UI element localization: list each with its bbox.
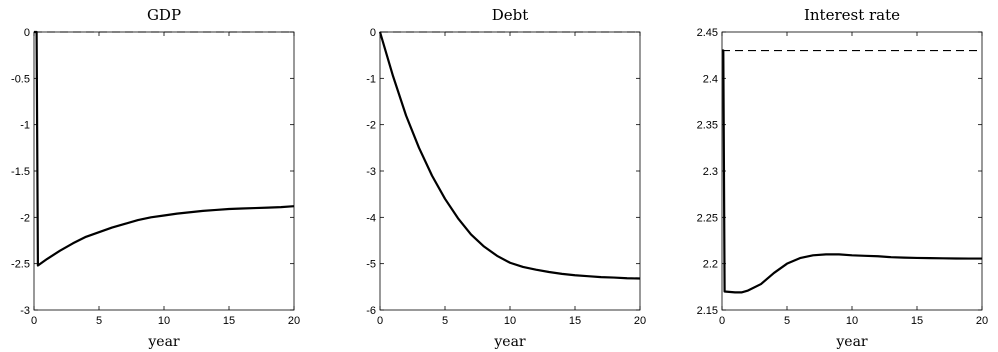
- debt-xtick-label: 15: [569, 315, 581, 327]
- interest-rate-ytick-label: 2.45: [697, 27, 718, 39]
- debt-xtick-label: 10: [504, 315, 516, 327]
- panel-debt: 0 5 10 15 20 -6 -5 -4 -3 -2 -1 0 Debt year: [366, 6, 646, 350]
- debt-ytick-label: -1: [366, 73, 376, 85]
- gdp-xtick-label: 5: [96, 315, 102, 327]
- gdp-ytick-label: -2: [20, 212, 30, 224]
- gdp-ytick-label: -0.5: [11, 73, 30, 85]
- debt-xtick-label: 0: [377, 315, 383, 327]
- gdp-xtick-label: 20: [288, 315, 300, 327]
- interest-rate-xtick-label: 10: [846, 315, 858, 327]
- interest-rate-series-line: [722, 49, 982, 294]
- debt-xtick-label: 5: [442, 315, 448, 327]
- debt-ytick-label: -2: [366, 120, 376, 132]
- interest-rate-ytick-label: 2.3: [703, 166, 718, 178]
- interest-rate-axes-box: [721, 31, 983, 311]
- panel-interest-rate: 0 5 10 15 20 2.15 2.2 2.25 2.3 2.35 2.4 2.45 Interes…: [697, 6, 989, 350]
- debt-xtick-label: 20: [634, 315, 646, 327]
- interest-rate-ytick-label: 2.15: [697, 305, 718, 317]
- interest-rate-xtick-label: 20: [976, 315, 988, 327]
- debt-series-line: [378, 31, 641, 280]
- gdp-chart-title: GDP: [147, 6, 181, 24]
- debt-ytick-label: -5: [366, 259, 376, 271]
- debt-x-axis-label: year: [493, 334, 526, 350]
- interest-rate-xtick-label: 5: [784, 315, 790, 327]
- debt-chart-title: Debt: [492, 6, 529, 24]
- interest-rate-ytick-label: 2.4: [703, 73, 718, 85]
- gdp-ytick-label: -1.5: [11, 166, 30, 178]
- interest-rate-x-axis-label: year: [835, 334, 868, 350]
- interest-rate-ytick-label: 2.25: [697, 212, 718, 224]
- interest-rate-chart-title: Interest rate: [804, 6, 900, 24]
- gdp-ytick-label: 0: [24, 27, 30, 39]
- interest-rate-xtick-label: 0: [719, 315, 725, 327]
- gdp-ytick-label: -2.5: [11, 259, 30, 271]
- debt-ytick-label: -3: [366, 166, 376, 178]
- gdp-xtick-label: 10: [158, 315, 170, 327]
- debt-axes-box: [379, 31, 641, 311]
- gdp-axes-box: [33, 31, 295, 311]
- gdp-ytick-label: -3: [20, 305, 30, 317]
- panel-gdp: 0 5 10 15 20 -3 -2.5 -2 -1.5 -1 -0.5 0 GDP year: [11, 6, 300, 350]
- gdp-series-line: [34, 30, 295, 267]
- interest-rate-xtick-label: 15: [911, 315, 923, 327]
- debt-ytick-label: -4: [366, 212, 376, 224]
- debt-ytick-label: -6: [366, 305, 376, 317]
- debt-ytick-label: 0: [370, 27, 376, 39]
- interest-rate-ytick-label: 2.2: [703, 259, 718, 271]
- gdp-x-axis-label: year: [147, 334, 180, 350]
- gdp-xtick-label: 0: [31, 315, 37, 327]
- gdp-xtick-label: 15: [223, 315, 235, 327]
- interest-rate-ytick-label: 2.35: [697, 120, 718, 132]
- gdp-ytick-label: -1: [20, 120, 30, 132]
